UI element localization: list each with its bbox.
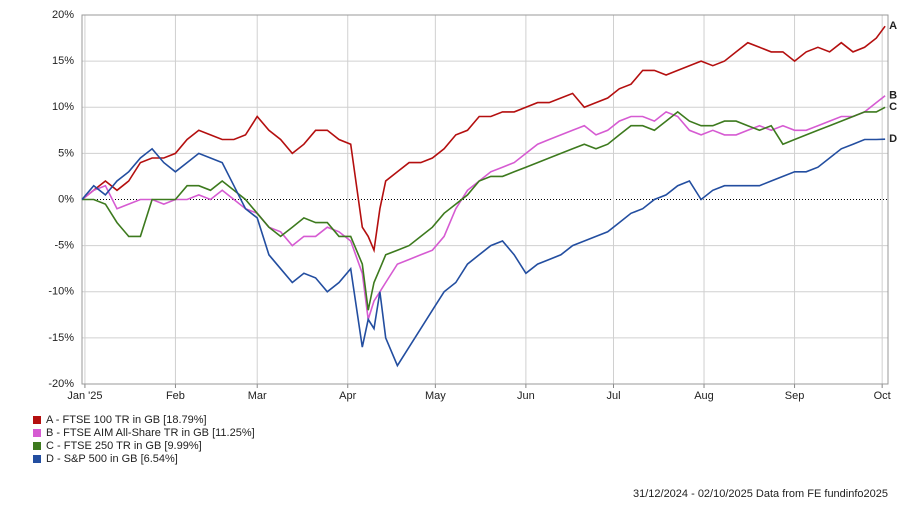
x-tick-label: May [425,390,446,402]
x-tick-label: Aug [694,390,714,402]
y-tick-label: 0% [58,193,74,205]
legend-swatch [33,416,41,424]
footer: 31/12/2024 - 02/10/2025 Data from FE fun… [633,488,888,500]
series-line [81,25,886,254]
legend-label: D - S&P 500 in GB [6.54%] [46,453,178,465]
x-tick-label: Sep [785,390,805,402]
y-tick-label: -5% [54,240,74,252]
end-label: A [889,20,897,32]
y-tick-label: -15% [48,332,74,344]
y-tick-label: 15% [52,55,74,67]
y-tick-label: 5% [58,147,74,159]
series-line [81,138,886,368]
y-tick-label: 10% [52,101,74,113]
y-tick-label: -20% [48,378,74,390]
x-tick-label: Oct [874,390,891,402]
x-tick-label: Apr [339,390,356,402]
end-label: D [889,133,897,145]
series-line [82,106,886,311]
legend-swatch [33,429,41,437]
end-label: C [889,101,897,113]
legend-label: C - FTSE 250 TR in GB [9.99%] [46,440,202,452]
x-tick-label: Jul [606,390,620,402]
legend-swatch [33,442,41,450]
end-label: B [889,90,897,102]
legend-swatch [33,455,41,463]
x-tick-label: Jan '25 [67,390,102,402]
x-tick-label: Jun [517,390,535,402]
x-tick-label: Mar [248,390,267,402]
legend-label: A - FTSE 100 TR in GB [18.79%] [46,414,207,426]
y-tick-label: -10% [48,286,74,298]
x-tick-label: Feb [166,390,185,402]
y-tick-label: 20% [52,9,74,21]
legend-label: B - FTSE AIM All-Share TR in GB [11.25%] [46,427,255,439]
series-line [81,95,886,320]
